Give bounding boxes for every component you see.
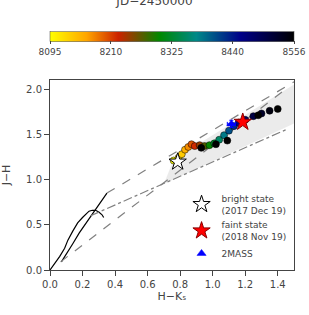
svg-text:J−H: J−H <box>0 165 13 187</box>
svg-text:2.0: 2.0 <box>26 84 42 95</box>
svg-text:8440: 8440 <box>221 47 244 57</box>
svg-text:0.0: 0.0 <box>42 279 58 290</box>
svg-text:1.5: 1.5 <box>26 129 42 140</box>
svg-text:H−Kₛ: H−Kₛ <box>158 290 187 303</box>
svg-text:JD−2450000: JD−2450000 <box>115 0 192 8</box>
svg-text:2MASS: 2MASS <box>222 249 253 259</box>
svg-text:0.5: 0.5 <box>26 219 42 230</box>
svg-text:1.4: 1.4 <box>270 279 286 290</box>
svg-text:0.2: 0.2 <box>75 279 91 290</box>
svg-text:1.0: 1.0 <box>205 279 221 290</box>
svg-text:8325: 8325 <box>160 47 183 57</box>
svg-text:8210: 8210 <box>99 47 122 57</box>
svg-text:8556: 8556 <box>283 47 306 57</box>
svg-text:8095: 8095 <box>39 47 62 57</box>
svg-text:0.4: 0.4 <box>107 279 123 290</box>
svg-text:bright state(2017 Dec 19): bright state(2017 Dec 19) <box>222 194 287 216</box>
svg-text:0.8: 0.8 <box>172 279 188 290</box>
svg-text:faint state(2018 Nov 19): faint state(2018 Nov 19) <box>222 220 287 242</box>
svg-text:1.2: 1.2 <box>237 279 253 290</box>
svg-text:0.6: 0.6 <box>140 279 156 290</box>
svg-text:1.0: 1.0 <box>26 174 42 185</box>
svg-text:0.0: 0.0 <box>26 265 42 276</box>
